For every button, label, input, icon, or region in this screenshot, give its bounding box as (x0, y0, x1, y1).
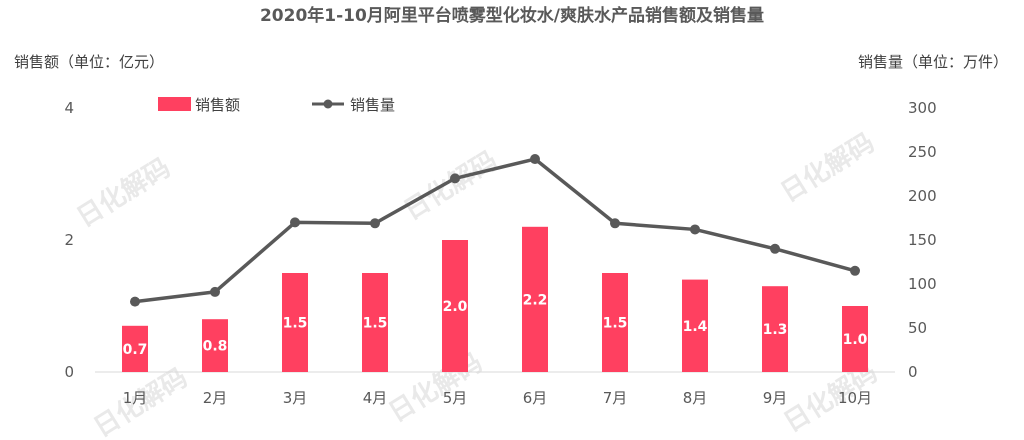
bar (682, 279, 708, 372)
bar-data-label: 0.7 (123, 342, 148, 358)
bar-data-label: 1.5 (603, 316, 628, 332)
watermark-text: 日化解码 (384, 348, 488, 429)
x-tick-label: 8月 (683, 389, 708, 407)
plot-area: 0 2 4 0 50 100 150 200 250 300 1月 2月 3月 4月 5月 6月 7月 8月 9月 1… (64, 99, 936, 407)
bar (442, 240, 468, 372)
y-right-tick-label: 250 (908, 143, 937, 161)
sales-volume-point (210, 286, 220, 297)
bar-data-label: 2.2 (523, 292, 548, 308)
legend-line-marker (323, 99, 333, 109)
chart-title: 2020年1-10月阿里平台喷雾型化妆水/爽肤水产品销售额及销售量 (260, 5, 764, 26)
watermark-text: 日化解码 (776, 128, 880, 209)
bar (202, 319, 228, 372)
y-right-tick-label: 50 (908, 319, 927, 337)
sales-volume-point (130, 296, 140, 307)
x-tick-label: 5月 (443, 389, 468, 407)
watermark-text: 日化解码 (399, 146, 503, 227)
bar-data-label: 1.3 (763, 322, 788, 338)
y-right-tick-label: 200 (908, 187, 937, 205)
sales-volume-point (610, 218, 620, 229)
x-tick-label: 10月 (838, 389, 872, 407)
y-axis-right-title: 销售量（单位：万件） (858, 53, 1008, 71)
x-tick-label: 4月 (363, 389, 388, 407)
x-tick-label: 1月 (123, 389, 148, 407)
sales-volume-point (530, 154, 540, 165)
y-axis-left-title: 销售额（单位：亿元） (14, 53, 164, 71)
x-tick-label: 2月 (203, 389, 228, 407)
y-right-tick-label: 300 (908, 99, 937, 117)
bar (762, 286, 788, 372)
bar (282, 273, 308, 372)
bar-data-label: 1.5 (283, 316, 308, 332)
bar-data-label: 1.4 (683, 319, 708, 335)
sales-volume-point (770, 243, 780, 254)
watermark-text: 日化解码 (72, 153, 176, 234)
bar (602, 273, 628, 372)
bar-data-label: 0.8 (203, 339, 228, 355)
y-left-tick-label: 2 (64, 231, 74, 249)
legend: 销售额 销售量 (158, 96, 395, 114)
sales-volume-point (450, 173, 460, 184)
legend-line-label: 销售量 (350, 96, 395, 114)
x-tick-label: 6月 (523, 389, 548, 407)
x-tick-label: 3月 (283, 389, 308, 407)
y-right-tick-label: 0 (908, 363, 918, 381)
y-right-tick-label: 150 (908, 231, 937, 249)
sales-volume-point (690, 224, 700, 235)
sales-volume-point (290, 217, 300, 228)
bar-data-label: 1.0 (843, 332, 868, 348)
sales-volume-line (134, 157, 856, 304)
bar (122, 325, 148, 372)
y-right-tick-label: 100 (908, 275, 937, 293)
bar (522, 226, 548, 372)
legend-bar-label: 销售额 (195, 96, 240, 114)
bar (842, 306, 868, 372)
bar (362, 273, 388, 372)
x-tick-label: 9月 (763, 389, 788, 407)
sales-volume-point (850, 265, 860, 276)
bar-data-label: 1.5 (363, 316, 388, 332)
y-left-tick-label: 0 (64, 363, 74, 381)
x-tick-label: 7月 (603, 389, 628, 407)
bar-data-label: 2.0 (443, 299, 468, 315)
sales-volume-point (370, 218, 380, 229)
legend-bar-swatch (158, 97, 191, 111)
y-left-tick-label: 4 (64, 99, 74, 117)
